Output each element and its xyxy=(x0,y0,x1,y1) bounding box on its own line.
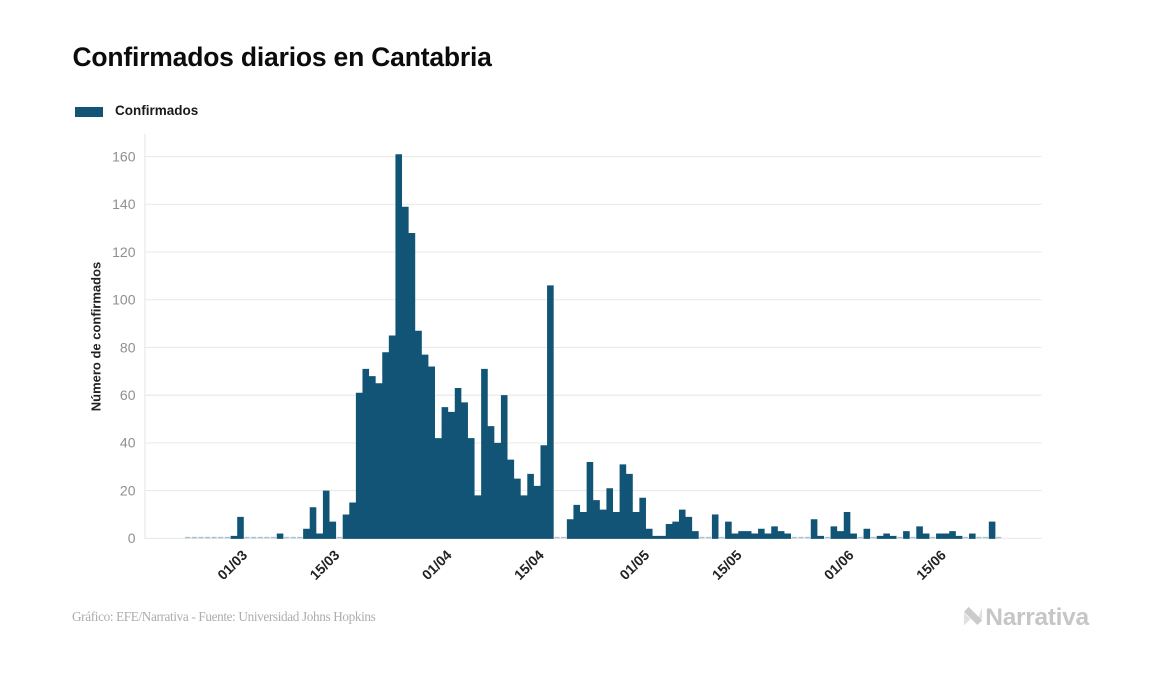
svg-text:0: 0 xyxy=(128,530,136,546)
svg-text:15/03: 15/03 xyxy=(306,547,342,583)
svg-text:120: 120 xyxy=(112,244,136,260)
svg-text:100: 100 xyxy=(112,292,136,308)
svg-text:15/06: 15/06 xyxy=(913,547,949,583)
svg-text:60: 60 xyxy=(120,387,136,403)
svg-text:15/05: 15/05 xyxy=(709,547,745,583)
svg-text:20: 20 xyxy=(120,482,136,498)
svg-text:40: 40 xyxy=(120,435,136,451)
svg-text:Número de confirmados: Número de confirmados xyxy=(89,262,104,412)
svg-text:01/06: 01/06 xyxy=(821,547,857,583)
svg-text:01/05: 01/05 xyxy=(616,547,652,583)
svg-text:01/03: 01/03 xyxy=(214,547,250,583)
svg-text:01/04: 01/04 xyxy=(419,547,455,583)
svg-text:140: 140 xyxy=(112,196,136,212)
svg-text:80: 80 xyxy=(120,339,136,355)
svg-text:160: 160 xyxy=(112,148,136,164)
svg-text:15/04: 15/04 xyxy=(511,547,547,583)
